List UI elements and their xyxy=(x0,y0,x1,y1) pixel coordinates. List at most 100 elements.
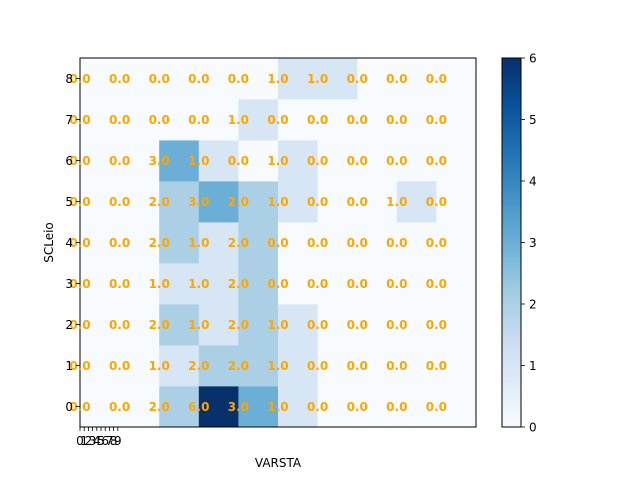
cell-annotation: 3.0 xyxy=(228,400,249,414)
heatmap-cell xyxy=(198,222,239,264)
heatmap-cell xyxy=(317,58,358,100)
heatmap-cell xyxy=(159,140,200,182)
cell-annotation: 0.0 xyxy=(109,318,130,332)
cell-annotation: 2.0 xyxy=(228,277,249,291)
heatmap-cell xyxy=(159,99,200,141)
heatmap-cell xyxy=(436,222,477,264)
heatmap-cell xyxy=(198,263,239,305)
heatmap-cell xyxy=(278,345,318,387)
cell-annotation: 0.0 xyxy=(307,236,328,250)
y-tick-label: 0 xyxy=(65,400,73,414)
cell-annotation: 0.0 xyxy=(149,72,170,86)
heatmap-cell xyxy=(317,181,358,223)
heatmap-cell xyxy=(159,263,200,305)
heatmap-cell xyxy=(357,140,398,182)
cell-annotation: 0.0 xyxy=(347,400,368,414)
heatmap-cell xyxy=(357,58,398,100)
heatmap-cell xyxy=(80,99,120,141)
cell-annotation: 0.0 xyxy=(386,72,407,86)
heatmap-cell xyxy=(198,345,239,387)
cell-annotation: 2.0 xyxy=(228,359,249,373)
colorbar-ticks: 0 1 2 3 4 5 6 xyxy=(521,52,537,435)
heatmap-cell xyxy=(317,99,358,141)
heatmap-cell xyxy=(80,263,120,305)
cell-annotation: 0.0 xyxy=(386,359,407,373)
heatmap-cell xyxy=(278,140,318,182)
cell-annotation: 0.0 xyxy=(386,154,407,168)
heatmap-cell xyxy=(159,222,200,264)
cell-annotation: 0.0 xyxy=(307,154,328,168)
heatmap-cell xyxy=(357,263,398,305)
heatmap-cell xyxy=(278,386,318,428)
cell-annotation: 2.0 xyxy=(228,195,249,209)
cell-annotation: 0.0 xyxy=(267,277,288,291)
colorbar-tick-label: 3 xyxy=(529,236,537,250)
heatmap-cell xyxy=(396,181,437,223)
cell-annotation: 0.0 xyxy=(188,72,209,86)
cell-annotation: 0.0 xyxy=(386,277,407,291)
cell-annotation: 1.0 xyxy=(267,400,288,414)
heatmap-cell xyxy=(80,140,120,182)
cell-annotation: 1.0 xyxy=(267,318,288,332)
heatmap-cell xyxy=(396,386,437,428)
x-tick-label: 0 xyxy=(76,434,84,448)
cell-annotation: 3.0 xyxy=(149,154,170,168)
cell-annotation: 0.0 xyxy=(386,113,407,127)
cell-annotation: 1.0 xyxy=(149,277,170,291)
heatmap-cell xyxy=(278,99,318,141)
cell-annotation: 2.0 xyxy=(228,236,249,250)
cell-annotation: 1.0 xyxy=(188,318,209,332)
heatmap-cell xyxy=(317,140,358,182)
cell-annotation: 0.0 xyxy=(69,400,90,414)
colorbar-tick-label: 2 xyxy=(529,298,537,312)
colorbar-tick-label: 0 xyxy=(529,421,537,435)
cell-annotation: 0.0 xyxy=(69,72,90,86)
x-tick-label: 1 xyxy=(80,434,88,448)
cell-annotation: 1.0 xyxy=(386,195,407,209)
heatmap-cell xyxy=(396,345,437,387)
heatmap-cell xyxy=(80,181,120,223)
y-tick-label: 8 xyxy=(65,72,73,86)
heatmap-cell xyxy=(119,345,160,387)
cell-annotation: 1.0 xyxy=(228,113,249,127)
cell-annotation: 0.0 xyxy=(228,72,249,86)
cell-annotation: 0.0 xyxy=(109,359,130,373)
heatmap-cell xyxy=(357,345,398,387)
colorbar-gradient xyxy=(502,58,521,427)
cell-annotation: 0.0 xyxy=(109,195,130,209)
cell-annotation: 0.0 xyxy=(347,113,368,127)
cell-annotation: 0.0 xyxy=(69,236,90,250)
cell-annotation: 0.0 xyxy=(109,236,130,250)
heatmap-cell xyxy=(357,386,398,428)
heatmap-cell xyxy=(436,58,477,100)
heatmap-cell xyxy=(238,263,279,305)
cell-annotation: 0.0 xyxy=(426,195,447,209)
x-tick-label: 8 xyxy=(110,434,118,448)
heatmap-cell xyxy=(317,304,358,346)
heatmap-cell xyxy=(436,140,477,182)
heatmap-cell xyxy=(238,345,279,387)
cell-annotation: 0.0 xyxy=(386,236,407,250)
cell-annotation: 1.0 xyxy=(267,72,288,86)
colorbar: 0 1 2 3 4 5 6 xyxy=(501,52,537,435)
cell-annotation: 6.0 xyxy=(188,400,209,414)
heatmap-cell xyxy=(238,99,279,141)
heatmap-cell xyxy=(198,304,239,346)
cell-annotation: 2.0 xyxy=(149,400,170,414)
heatmap-cell xyxy=(119,58,160,100)
cell-annotation: 0.0 xyxy=(426,113,447,127)
heatmap-cell xyxy=(119,99,160,141)
cell-annotation: 0.0 xyxy=(426,236,447,250)
x-tick-label: 4 xyxy=(93,434,101,448)
heatmap-cell xyxy=(396,222,437,264)
heatmap-cell xyxy=(357,181,398,223)
heatmap-cell xyxy=(317,345,358,387)
heatmap-cell xyxy=(357,99,398,141)
heatmap-cell xyxy=(238,140,279,182)
cell-annotation: 0.0 xyxy=(69,318,90,332)
cell-annotation: 2.0 xyxy=(149,195,170,209)
cell-annotation: 1.0 xyxy=(267,195,288,209)
cell-annotation: 0.0 xyxy=(426,154,447,168)
x-axis-label: VARSTA xyxy=(255,456,302,470)
